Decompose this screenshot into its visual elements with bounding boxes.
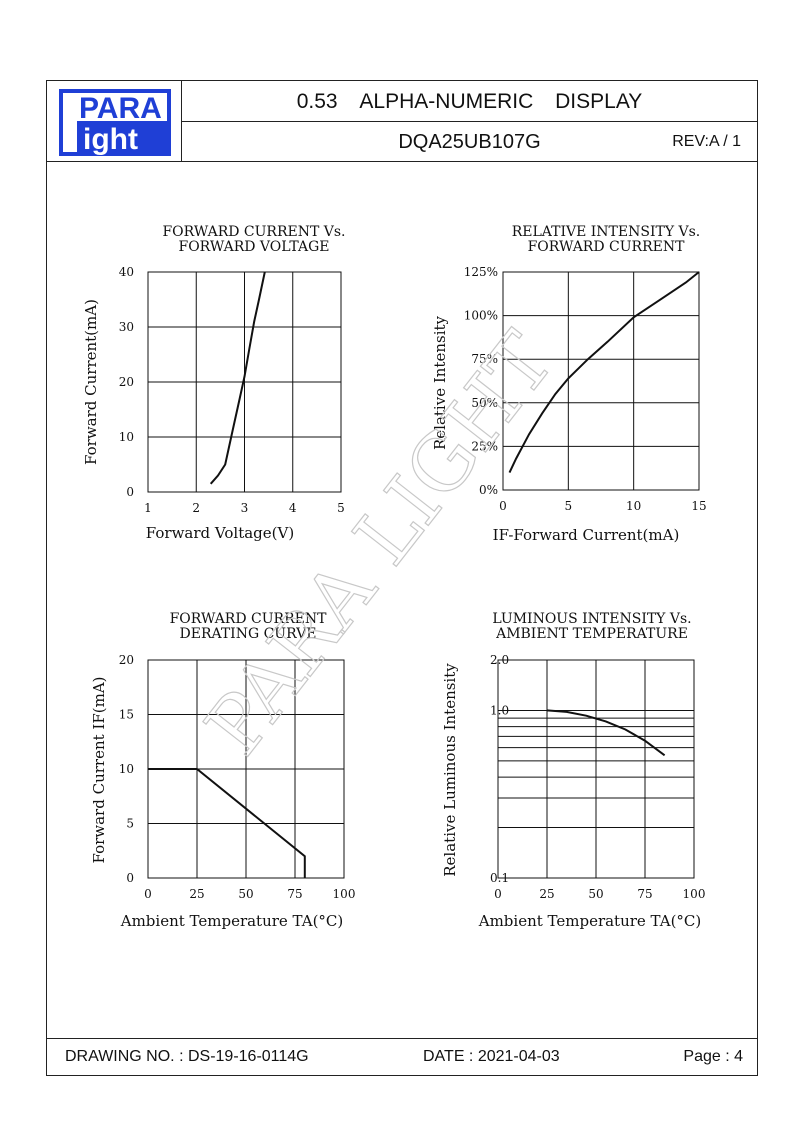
chart-title-line: FORWARD CURRENT: [528, 239, 686, 255]
y-tick-label: 25%: [471, 439, 498, 453]
x-tick-label: 0: [494, 887, 502, 901]
y-axis-label: Relative Luminous Intensity: [441, 663, 459, 877]
x-tick-label: 5: [337, 501, 345, 515]
y-tick-label: 75%: [471, 352, 498, 366]
chart-title-line: FORWARD VOLTAGE: [178, 239, 329, 255]
x-tick-label: 50: [588, 887, 603, 901]
x-tick-label: 4: [289, 501, 297, 515]
series-line: [508, 271, 700, 474]
y-tick-label: 0%: [479, 483, 498, 497]
y-tick-label: 20: [119, 375, 134, 389]
x-tick-label: 3: [241, 501, 249, 515]
chart-title-line: DERATING CURVE: [180, 626, 317, 642]
x-axis-label: Ambient Temperature TA(°C): [478, 912, 702, 930]
chart-title-line: FORWARD CURRENT: [170, 611, 328, 627]
series-line: [546, 709, 666, 757]
y-axis-label: Relative Intensity: [431, 315, 449, 450]
y-axis-label: Forward Current(mA): [82, 299, 100, 465]
y-tick-label: 100%: [464, 309, 498, 323]
y-tick-label: 30: [119, 320, 134, 334]
page-number: Page : 4: [683, 1048, 743, 1065]
x-tick-label: 100: [333, 887, 356, 901]
title-type: ALPHA-NUMERIC: [359, 90, 534, 113]
drawing-number: DRAWING NO. : DS-19-16-0114G: [65, 1048, 309, 1065]
revision: REV:A / 1: [672, 133, 741, 150]
y-tick-label: 20: [119, 653, 134, 667]
para-light-logo: PARA ight: [59, 89, 171, 156]
y-axis-label: Forward Current IF(mA): [90, 676, 108, 863]
y-tick-label: 125%: [464, 265, 498, 279]
chart-title-line: FORWARD CURRENT Vs.: [162, 224, 345, 240]
series-line: [148, 768, 306, 878]
y-tick-label: 1.0: [490, 703, 509, 717]
y-tick-label: 40: [119, 265, 134, 279]
x-tick-label: 100: [683, 887, 706, 901]
x-axis-label: Forward Voltage(V): [146, 524, 294, 542]
x-tick-label: 50: [238, 887, 253, 901]
title-kind: DISPLAY: [555, 90, 643, 113]
y-tick-label: 50%: [471, 396, 498, 410]
part-number-row: DQA25UB107G REV:A / 1: [182, 122, 757, 162]
x-axis-label: IF-Forward Current(mA): [493, 526, 680, 544]
x-tick-label: 0: [499, 499, 507, 513]
watermark: PARA LIGHT: [189, 317, 572, 772]
footer: DRAWING NO. : DS-19-16-0114G DATE : 2021…: [47, 1038, 757, 1075]
x-tick-label: 10: [626, 499, 641, 513]
x-tick-label: 15: [691, 499, 706, 513]
chart-title-line: LUMINOUS INTENSITY Vs.: [492, 611, 691, 627]
datasheet-frame: PARA ight 0.53 ALPHA-NUMERIC DISPLAY DQA…: [46, 80, 758, 1076]
x-tick-label: 25: [539, 887, 554, 901]
date: DATE : 2021-04-03: [423, 1048, 560, 1065]
x-tick-label: 2: [192, 501, 200, 515]
part-number: DQA25UB107G: [398, 131, 541, 153]
x-tick-label: 5: [565, 499, 573, 513]
y-tick-label: 5: [126, 817, 134, 831]
logo-para-text: PARA: [79, 92, 162, 125]
x-axis-label: Ambient Temperature TA(°C): [120, 912, 344, 930]
y-tick-label: 10: [119, 762, 134, 776]
document-title: 0.53 ALPHA-NUMERIC DISPLAY: [182, 81, 757, 122]
y-tick-label: 15: [119, 708, 134, 722]
x-tick-label: 1: [144, 501, 152, 515]
x-tick-label: 25: [189, 887, 204, 901]
y-tick-label: 0: [126, 871, 134, 885]
y-tick-label: 0.1: [490, 871, 509, 885]
y-tick-label: 2.0: [490, 653, 509, 667]
series-line: [209, 271, 266, 485]
x-tick-label: 75: [287, 887, 302, 901]
chart-title-line: AMBIENT TEMPERATURE: [495, 626, 688, 642]
logo-ight-text: ight: [83, 123, 138, 156]
logo-cell: PARA ight: [47, 81, 182, 162]
x-tick-label: 75: [637, 887, 652, 901]
x-tick-label: 0: [144, 887, 152, 901]
y-tick-label: 10: [119, 430, 134, 444]
title-size: 0.53: [296, 90, 338, 113]
y-tick-label: 0: [126, 485, 134, 499]
chart-title-line: RELATIVE INTENSITY Vs.: [512, 224, 701, 240]
